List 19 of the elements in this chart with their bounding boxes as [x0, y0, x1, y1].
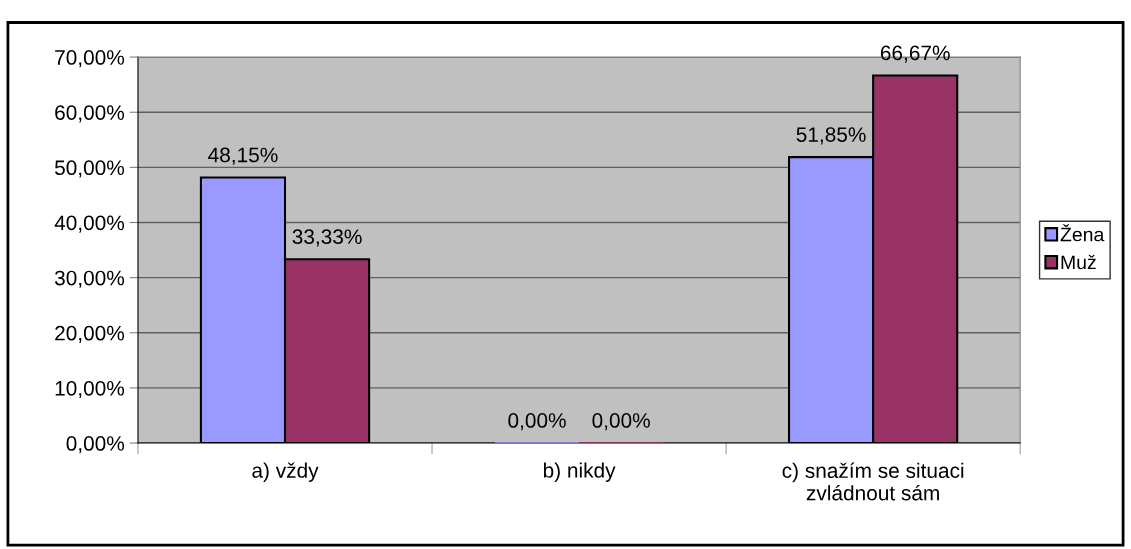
- x-tick-label: a) vždy: [252, 462, 319, 482]
- data-label: 48,15%: [208, 147, 278, 165]
- data-label: 51,85%: [796, 127, 866, 145]
- data-label: 0,00%: [592, 413, 650, 431]
- y-tick-label: 0,00%: [66, 436, 125, 454]
- x-tick-label: b) nikdy: [543, 462, 616, 482]
- legend-label: Žena: [1060, 224, 1105, 242]
- y-tick-label: 60,00%: [55, 105, 125, 123]
- y-tick-label: 10,00%: [55, 380, 125, 399]
- data-label: 0,00%: [508, 413, 566, 431]
- y-tick-label: 70,00%: [55, 50, 125, 68]
- data-label: 33,33%: [292, 229, 362, 247]
- y-tick-label: 50,00%: [54, 160, 125, 178]
- y-tick-label: 40,00%: [54, 215, 125, 233]
- x-tick-label: c) snažím se situaci zvládnout sám: [782, 462, 964, 501]
- data-label: 66,67%: [880, 45, 950, 63]
- y-tick-label: 20,00%: [55, 325, 125, 343]
- legend-label: Muž: [1061, 254, 1096, 270]
- y-tick-label: 30,00%: [54, 270, 125, 288]
